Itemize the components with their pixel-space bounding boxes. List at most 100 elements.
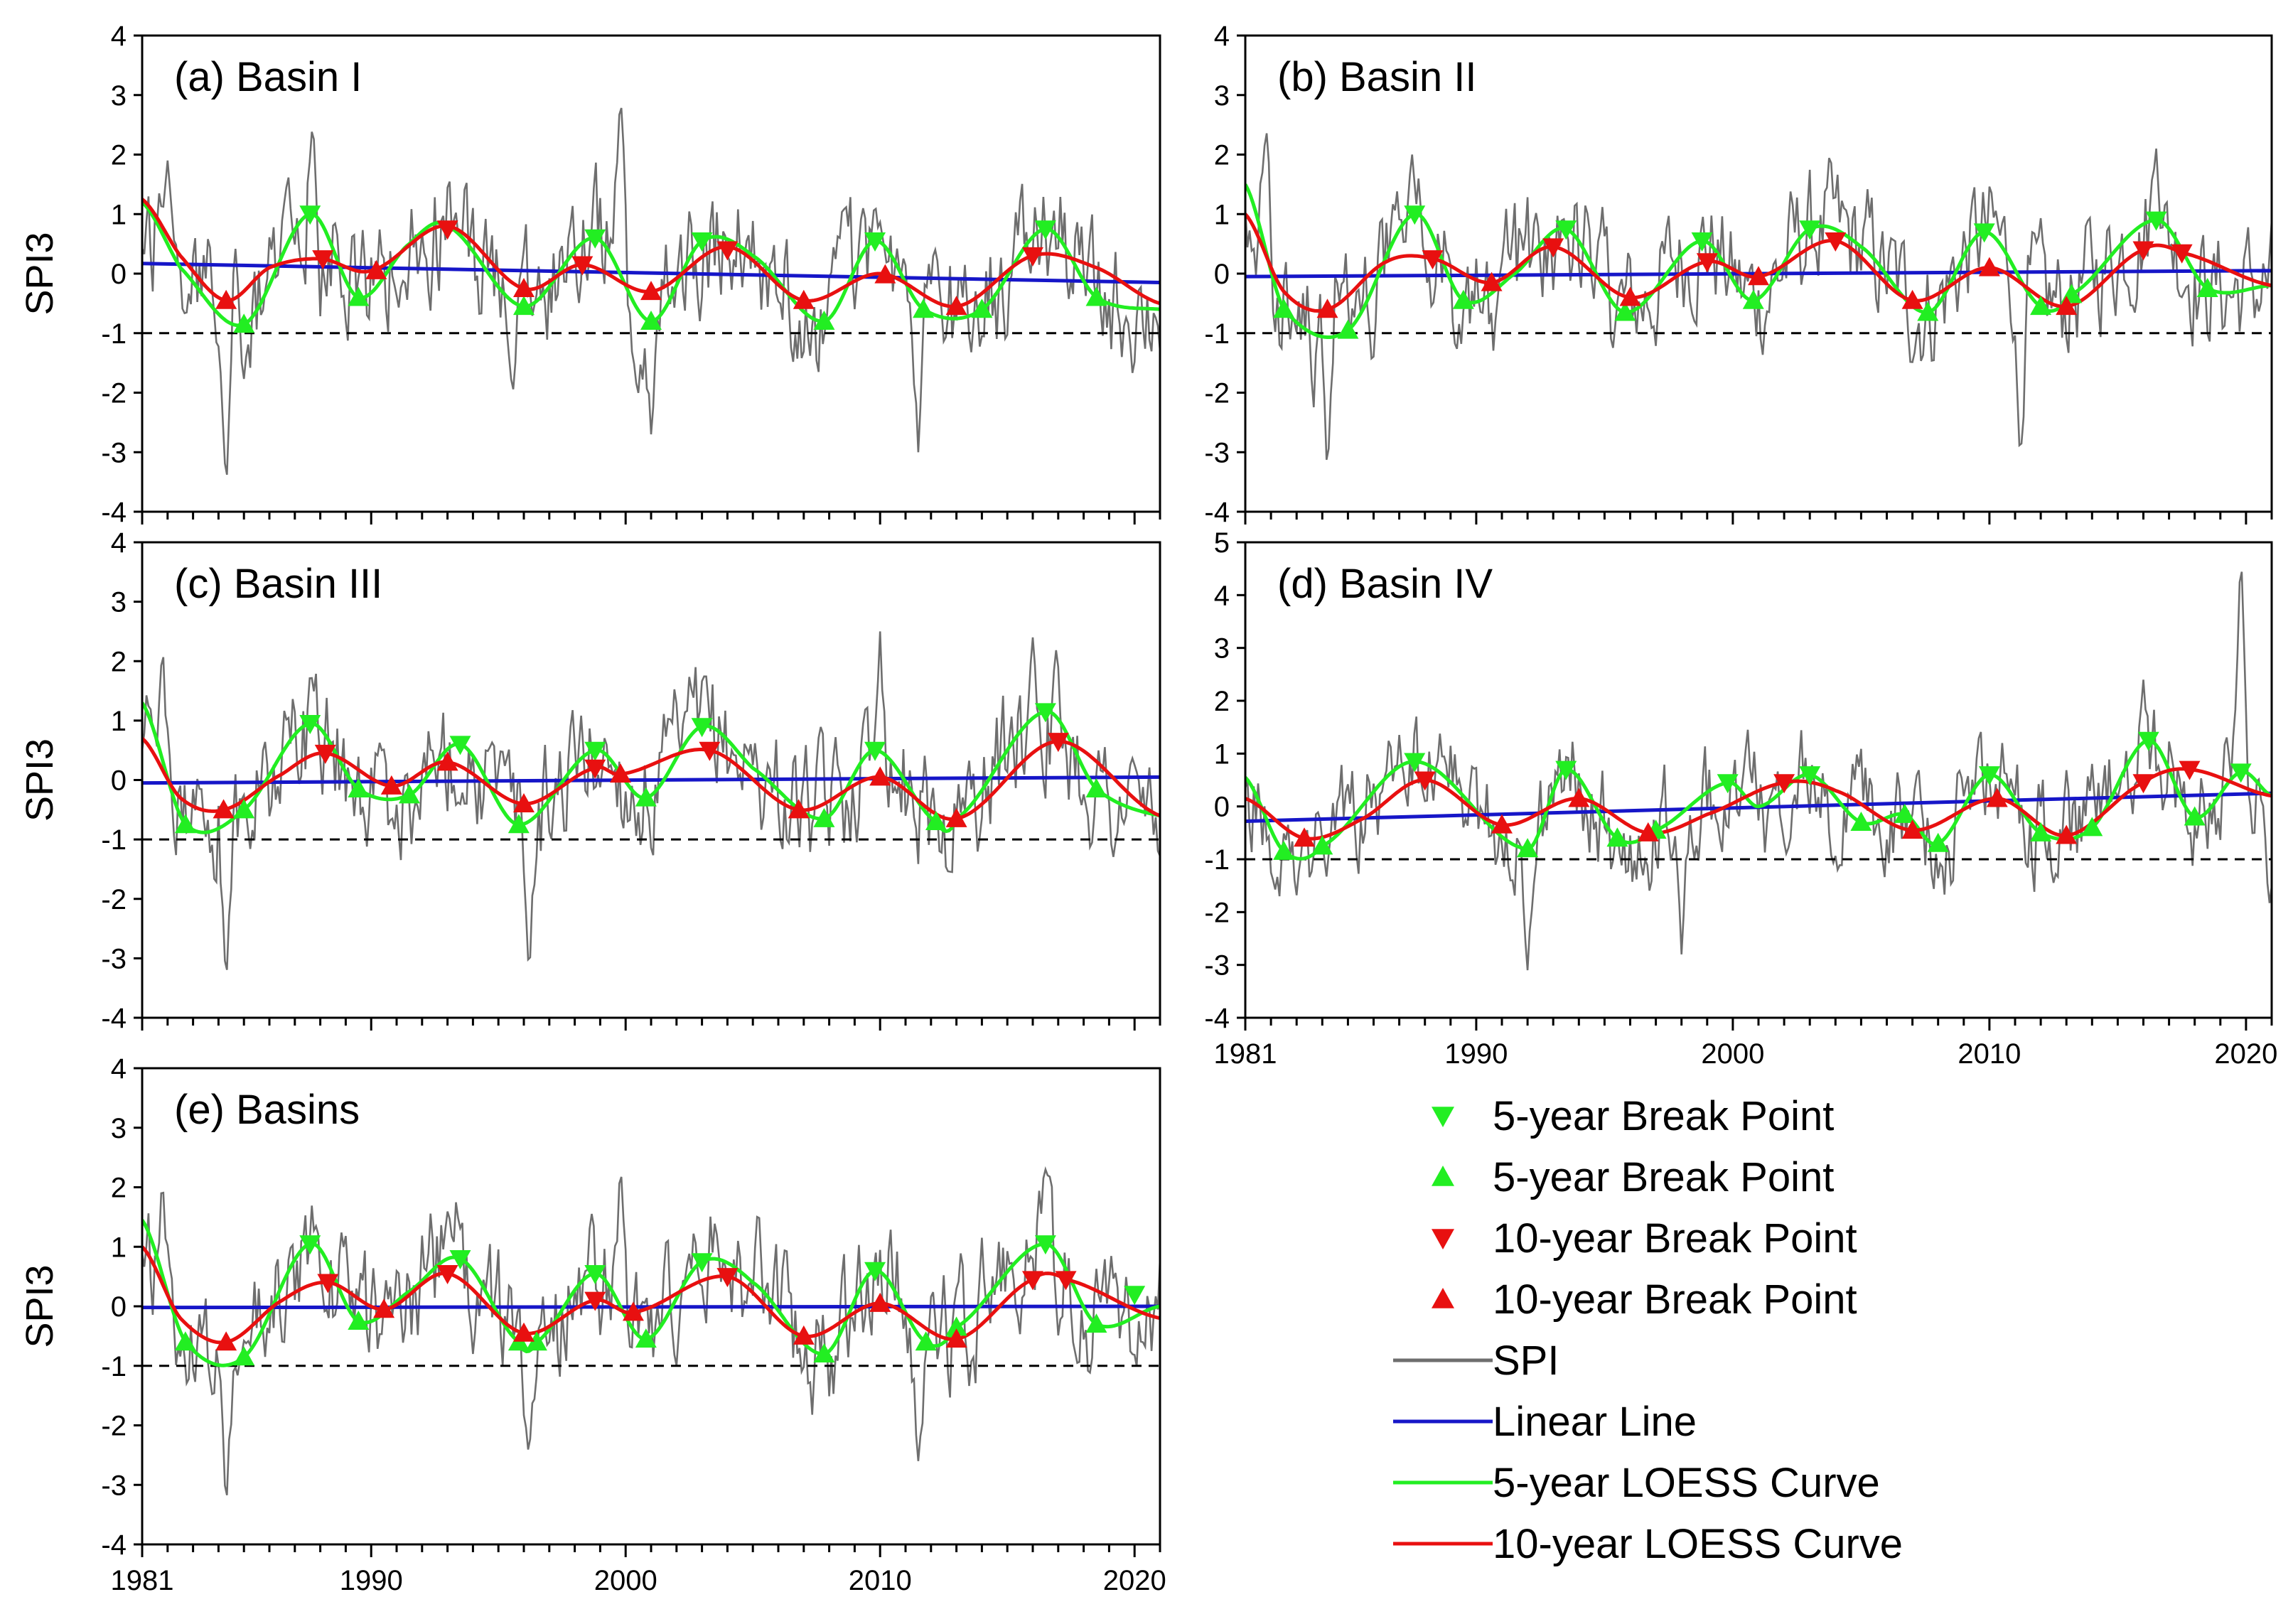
y-tick-label: -1 bbox=[101, 824, 127, 856]
legend-marker-swatch bbox=[1432, 1107, 1454, 1127]
break-point-10yr-up bbox=[1294, 827, 1316, 847]
legend-marker-swatch bbox=[1432, 1229, 1454, 1249]
break-point-10yr-down bbox=[312, 250, 334, 270]
spi-series-line bbox=[142, 631, 1160, 970]
x-tick-label: 1981 bbox=[111, 1565, 174, 1596]
break-point-10yr-down bbox=[584, 1291, 606, 1311]
spi-series-line bbox=[1245, 571, 2272, 971]
spi-series-line bbox=[142, 1166, 1160, 1495]
x-tick-label: 2000 bbox=[1701, 1038, 1764, 1070]
y-axis-label: SPI3 bbox=[18, 232, 61, 315]
break-point-5yr-down bbox=[1799, 766, 1821, 786]
break-point-10yr-down bbox=[1022, 1271, 1043, 1291]
break-point-5yr-down bbox=[1978, 766, 2000, 786]
break-point-5yr-up bbox=[813, 1343, 835, 1362]
y-tick-label: -3 bbox=[101, 437, 127, 468]
legend-item: 5-year Break Point bbox=[1432, 1093, 1834, 1139]
break-point-10yr-up bbox=[513, 792, 535, 812]
break-point-5yr-down bbox=[691, 1253, 713, 1273]
break-point-5yr-up bbox=[1452, 289, 1474, 309]
break-point-5yr-down bbox=[864, 741, 886, 761]
break-point-10yr-down bbox=[1422, 250, 1444, 270]
break-point-5yr-up bbox=[508, 814, 530, 834]
break-point-5yr-down bbox=[864, 232, 886, 252]
y-tick-label: 0 bbox=[1214, 259, 1230, 290]
y-tick-label: 2 bbox=[1214, 140, 1230, 171]
break-point-5yr-down bbox=[449, 736, 471, 755]
y-tick-label: 1 bbox=[111, 199, 127, 230]
panel-title: (c) Basin III bbox=[174, 561, 382, 607]
x-tick-label: 2000 bbox=[594, 1565, 657, 1596]
legend-label: 10-year Break Point bbox=[1493, 1215, 1857, 1262]
break-point-5yr-down bbox=[1034, 1235, 1056, 1255]
plot-area bbox=[142, 1166, 1160, 1495]
break-point-5yr-up bbox=[2081, 817, 2103, 837]
legend-item: 10-year LOESS Curve bbox=[1393, 1521, 1903, 1567]
y-tick-label: -3 bbox=[1204, 950, 1230, 982]
panel-a: -4 -3 -2 -1 0 1 2 3 4 (a) Basin I SPI3 bbox=[18, 21, 1161, 528]
break-point-10yr-up bbox=[373, 1298, 395, 1318]
y-tick-label: -1 bbox=[101, 318, 127, 350]
break-point-5yr-down bbox=[1691, 232, 1713, 252]
x-tick-label: 2010 bbox=[1958, 1038, 2021, 1070]
panel-title: (e) Basins bbox=[174, 1087, 360, 1133]
break-point-5yr-down bbox=[584, 1264, 606, 1284]
break-point-10yr-up bbox=[1491, 814, 1513, 834]
break-point-5yr-up bbox=[971, 299, 993, 318]
y-tick-label: -1 bbox=[1204, 318, 1230, 350]
break-point-5yr-up bbox=[513, 296, 535, 316]
break-point-5yr-up bbox=[813, 807, 835, 827]
break-point-10yr-up bbox=[1481, 271, 1503, 291]
break-point-10yr-up bbox=[869, 1292, 891, 1312]
x-tick-label: 1981 bbox=[1214, 1038, 1277, 1070]
break-point-10yr-up bbox=[1748, 266, 1769, 286]
break-point-5yr-up bbox=[348, 1310, 370, 1330]
break-point-5yr-up bbox=[2030, 822, 2052, 841]
y-tick-label: 1 bbox=[1214, 199, 1230, 230]
break-point-5yr-up bbox=[635, 1328, 657, 1348]
panel-c: -4 -3 -2 -1 0 1 2 3 4 (c) Basin III SPI3 bbox=[18, 527, 1161, 1034]
break-point-10yr-down bbox=[584, 759, 606, 779]
break-point-10yr-down bbox=[1696, 253, 1718, 273]
panel-title: (d) Basin IV bbox=[1277, 561, 1493, 607]
y-tick-label: 4 bbox=[1214, 21, 1230, 52]
legend-item: SPI bbox=[1393, 1338, 1559, 1384]
y-tick-label: -2 bbox=[1204, 897, 1230, 928]
break-point-10yr-up bbox=[1978, 257, 2000, 276]
y-tick-label: 3 bbox=[1214, 80, 1230, 112]
break-point-5yr-down bbox=[1404, 753, 1426, 773]
break-point-10yr-up bbox=[945, 296, 967, 316]
y-axis-label: SPI3 bbox=[18, 738, 61, 822]
break-point-5yr-up bbox=[525, 1331, 547, 1351]
break-point-10yr-down bbox=[699, 741, 721, 761]
break-point-5yr-down bbox=[299, 1235, 321, 1255]
break-point-10yr-down bbox=[1047, 733, 1069, 753]
break-point-10yr-down bbox=[1414, 771, 1436, 791]
break-point-5yr-down bbox=[2145, 211, 2167, 231]
panel-title: (a) Basin I bbox=[174, 54, 362, 100]
break-point-5yr-up bbox=[2196, 277, 2218, 297]
break-point-10yr-down bbox=[2179, 760, 2201, 780]
break-point-10yr-up bbox=[874, 264, 896, 284]
break-point-10yr-down bbox=[2171, 244, 2193, 264]
y-tick-label: -2 bbox=[1204, 378, 1230, 409]
break-point-10yr-down bbox=[1055, 1271, 1077, 1291]
break-point-5yr-up bbox=[1917, 301, 1939, 321]
plot-area bbox=[142, 631, 1160, 970]
break-point-10yr-down bbox=[1773, 774, 1795, 794]
break-point-5yr-up bbox=[1927, 832, 1949, 852]
y-tick-label: 4 bbox=[1214, 580, 1230, 611]
break-point-10yr-down bbox=[1825, 232, 1847, 252]
break-point-5yr-down bbox=[299, 205, 321, 225]
break-point-5yr-up bbox=[635, 787, 657, 807]
break-point-5yr-up bbox=[398, 784, 420, 804]
legend-item: Linear Line bbox=[1393, 1399, 1697, 1445]
break-point-5yr-up bbox=[233, 1346, 255, 1366]
break-point-5yr-up bbox=[348, 286, 370, 306]
break-point-5yr-up bbox=[915, 1331, 937, 1351]
break-point-5yr-down bbox=[1717, 774, 1739, 794]
spi-series-line bbox=[142, 107, 1160, 475]
y-tick-label: 2 bbox=[111, 140, 127, 171]
y-axis-label: SPI3 bbox=[18, 1264, 61, 1348]
break-point-5yr-up bbox=[1606, 827, 1628, 847]
